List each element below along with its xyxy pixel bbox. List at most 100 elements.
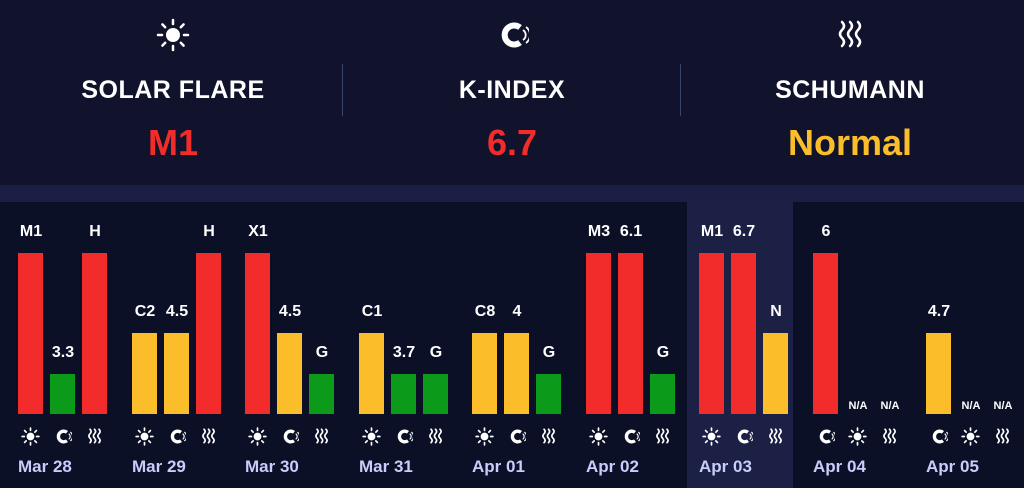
summary-header: SOLAR FLARE M1 K-INDEX 6.7 SCHUMANN Norm…: [0, 0, 1024, 185]
summary-k-index[interactable]: K-INDEX 6.7: [342, 0, 682, 185]
forecast-day[interactable]: M1 3.3 H Mar 28: [0, 202, 108, 488]
summary-value: 6.7: [486, 122, 538, 163]
forecast-day[interactable]: M3 6.1 G Apr 02: [568, 202, 676, 488]
bar-kindex: [164, 333, 189, 414]
bar-column-solar: M3: [586, 202, 611, 414]
day-date: Apr 01: [472, 457, 525, 476]
bar-column-kindex: 6.1: [618, 202, 643, 414]
day-date: Apr 04: [813, 457, 866, 476]
forecast-day[interactable]: 4.7 N/A N/A Apr 05: [908, 202, 1016, 488]
day-date: Mar 28: [18, 457, 72, 476]
bar-label: G: [315, 344, 329, 361]
bar-label: 6.1: [619, 223, 643, 240]
bar-kindex: [813, 253, 838, 414]
summary-label: K-INDEX: [458, 76, 566, 104]
bar-column-kindex: 4: [504, 202, 529, 414]
forecast-day[interactable]: 6 N/A N/A Apr 04: [795, 202, 903, 488]
forecast-day[interactable]: M1 6.7 N Apr 03: [681, 202, 789, 488]
bar-column-schumann: G: [536, 202, 561, 414]
magnet-icon: [391, 427, 416, 447]
bar-kindex: [926, 333, 951, 414]
bar-schumann: [196, 253, 221, 414]
bar-kindex: [618, 253, 643, 414]
divider: [342, 64, 343, 116]
bar-column-kindex: 4.7: [926, 202, 951, 414]
magnet-icon: [164, 427, 189, 447]
waves-icon: [650, 427, 675, 447]
day-date: Apr 03: [699, 457, 752, 476]
bar-label: 6.7: [732, 223, 756, 240]
magnet-icon: [504, 427, 529, 447]
summary-schumann[interactable]: SCHUMANN Normal: [680, 0, 1020, 185]
bar-label: C2: [134, 303, 156, 320]
bar-schumann: [423, 374, 448, 414]
separator-band: [0, 185, 1024, 202]
bar-label: 3.7: [392, 344, 416, 361]
bar-label: C8: [474, 303, 496, 320]
bar-column-schumann: G: [309, 202, 334, 414]
bar-label: 4.5: [278, 303, 302, 320]
forecast-day[interactable]: C1 3.7 G Mar 31: [341, 202, 449, 488]
sun-icon: [18, 427, 43, 447]
bar-label: H: [89, 223, 101, 240]
bar-column-schumann: H: [82, 202, 107, 414]
bar-solar: [18, 253, 43, 414]
bar-column-solar: C2: [132, 202, 157, 414]
sun-icon: [699, 427, 724, 447]
bar-column-solar: C1: [359, 202, 384, 414]
day-date: Mar 31: [359, 457, 413, 476]
bar-column-solar: C8: [472, 202, 497, 414]
bar-label: X1: [248, 223, 268, 240]
day-date: Mar 29: [132, 457, 186, 476]
day-date: Apr 05: [926, 457, 979, 476]
bar-column-solar: X1: [245, 202, 270, 414]
sun-icon: [472, 427, 497, 447]
magnet-icon: [277, 427, 302, 447]
bar-schumann: [763, 333, 788, 414]
waves-icon: [990, 427, 1015, 447]
bar-schumann: [536, 374, 561, 414]
bar-column-kindex: 6.7: [731, 202, 756, 414]
bar-schumann: [650, 374, 675, 414]
bar-label: N/A: [880, 400, 900, 412]
sun-icon: [958, 427, 983, 447]
sun-icon: [359, 427, 384, 447]
bar-label: N/A: [961, 400, 981, 412]
sun-icon: [245, 427, 270, 447]
bar-solar: [245, 253, 270, 414]
bar-kindex: [731, 253, 756, 414]
bar-column-kindex: 3.3: [50, 202, 75, 414]
bar-column-solar: M1: [18, 202, 43, 414]
bar-column-kindex: 4.5: [164, 202, 189, 414]
forecast-day[interactable]: C8 4 G Apr 01: [454, 202, 562, 488]
forecast-day[interactable]: X1 4.5 G Mar 30: [227, 202, 335, 488]
magnet-icon: [926, 427, 951, 447]
waves-icon: [680, 18, 1020, 52]
bar-solar: [359, 333, 384, 414]
bar-solar: [586, 253, 611, 414]
bar-solar: [132, 333, 157, 414]
bar-label: M3: [587, 223, 611, 240]
bar-label: G: [542, 344, 556, 361]
bar-column-schumann: N: [763, 202, 788, 414]
waves-icon: [423, 427, 448, 447]
bar-kindex: [50, 374, 75, 414]
waves-icon: [82, 427, 107, 447]
bar-label: M1: [19, 223, 43, 240]
bar-label: G: [656, 344, 670, 361]
day-date: Apr 02: [586, 457, 639, 476]
summary-solar-flare[interactable]: SOLAR FLARE M1: [3, 0, 343, 185]
waves-icon: [196, 427, 221, 447]
bar-label: N: [770, 303, 782, 320]
bar-label: 4.5: [165, 303, 189, 320]
bar-label: H: [203, 223, 215, 240]
bar-kindex: [391, 374, 416, 414]
forecast-day[interactable]: C2 4.5 H Mar 29: [114, 202, 222, 488]
waves-icon: [309, 427, 334, 447]
sun-icon: [3, 18, 343, 52]
bar-label: 6: [821, 223, 831, 240]
magnet-icon: [813, 427, 838, 447]
waves-icon: [763, 427, 788, 447]
bar-kindex: [277, 333, 302, 414]
bar-solar: [699, 253, 724, 414]
